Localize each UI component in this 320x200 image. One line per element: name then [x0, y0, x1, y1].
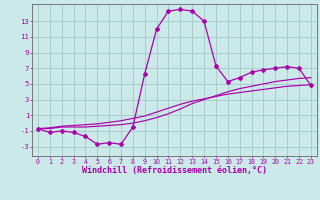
- X-axis label: Windchill (Refroidissement éolien,°C): Windchill (Refroidissement éolien,°C): [82, 166, 267, 175]
